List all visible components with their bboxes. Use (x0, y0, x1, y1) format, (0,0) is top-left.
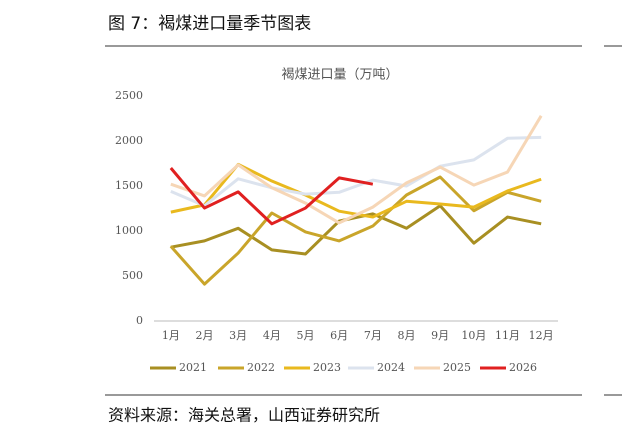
x-tick-label: 4月 (263, 329, 281, 342)
x-tick-label: 2月 (196, 329, 214, 342)
x-tick-label: 11月 (495, 329, 520, 342)
x-tick-label: 5月 (297, 329, 315, 342)
legend-label: 2026 (509, 361, 537, 374)
legend-label: 2022 (247, 361, 275, 374)
series-line (170, 115, 543, 225)
series-line (170, 162, 542, 219)
legend-label: 2024 (377, 361, 405, 374)
figure-title: 图 7：褐煤进口量季节图表 (108, 14, 311, 34)
x-tick-label: 1月 (162, 329, 180, 342)
y-tick-label: 0 (136, 314, 143, 327)
series-line (169, 175, 542, 286)
series-line (169, 167, 374, 226)
x-tick-label: 12月 (529, 329, 554, 342)
legend-label: 2025 (443, 361, 471, 374)
x-tick-label: 10月 (461, 329, 486, 342)
y-tick-label: 1000 (115, 224, 143, 237)
x-tick-label: 8月 (398, 329, 416, 342)
y-tick-label: 500 (122, 269, 143, 282)
series-line (170, 204, 542, 256)
x-tick-label: 7月 (364, 329, 382, 342)
y-tick-label: 2000 (115, 134, 143, 147)
series-line (170, 135, 542, 208)
legend-label: 2021 (179, 361, 207, 374)
source: 资料来源：海关总署，山西证券研究所 (108, 406, 380, 425)
chart-title: 褐煤进口量（万吨） (281, 68, 398, 83)
y-tick-label: 2500 (115, 89, 143, 102)
x-tick-label: 9月 (431, 329, 449, 342)
legend-label: 2023 (313, 361, 341, 374)
y-tick-label: 1500 (115, 179, 143, 192)
x-tick-label: 3月 (229, 329, 247, 342)
x-tick-label: 6月 (330, 329, 348, 342)
